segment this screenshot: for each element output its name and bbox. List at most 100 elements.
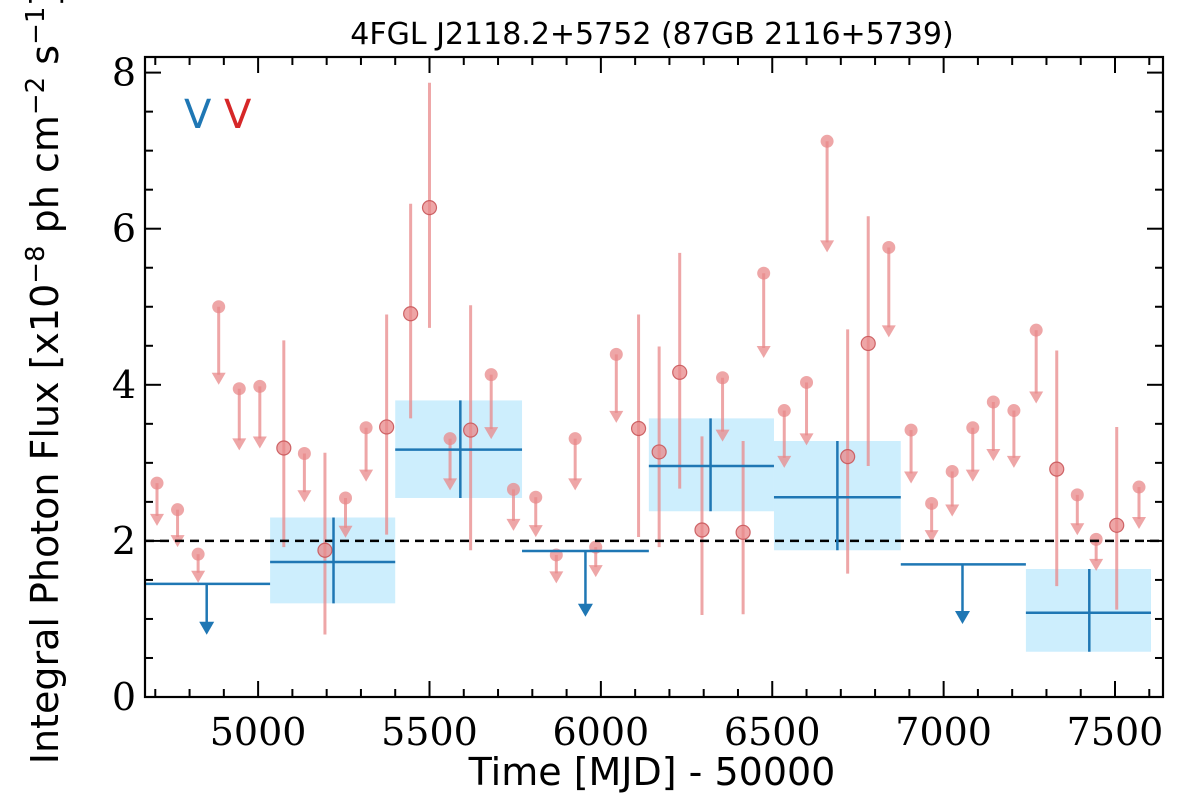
y-tick-label-3: 6: [112, 207, 136, 251]
fine-ul-arrow-42: [1029, 391, 1044, 404]
fine-ul-arrow-35: [881, 325, 896, 338]
fine-ul-arrow-5: [252, 436, 267, 449]
plot-area: 5000 5500 6000 6500 7000 7500 0 2 4 6 8: [112, 51, 1165, 754]
fine-ul-point-2: [191, 547, 205, 561]
fine-ul-arrow-16: [484, 427, 499, 440]
fine-point-34: [860, 335, 876, 352]
fine-ul-point-39: [966, 421, 980, 435]
plot-frame: [143, 55, 1165, 699]
fine-ul-point-22: [609, 347, 623, 361]
fine-ul-arrow-38: [945, 504, 960, 517]
fine-ul-arrow-18: [528, 525, 543, 538]
fine-ul-point-42: [1029, 323, 1043, 337]
fine-point-12: [403, 306, 419, 322]
fine-ul-arrow-21: [588, 565, 603, 578]
fine-ul-point-40: [986, 395, 1000, 409]
fine-ul-point-9: [339, 491, 353, 505]
y-axis-label-base: Integral Photon Flux [x10: [23, 284, 67, 765]
fine-point-25: [672, 364, 688, 380]
fine-ul-arrow-19: [549, 571, 564, 584]
chart-title: 4FGL J2118.2+5752 (87GB 2116+5739): [350, 17, 953, 52]
fine-ul-arrow-41: [1006, 455, 1021, 468]
fine-ul-arrow-17: [506, 518, 521, 531]
fine-ul-point-31: [800, 375, 814, 389]
fine-ul-arrow-47: [1132, 517, 1147, 530]
fine-ul-arrow-39: [965, 469, 980, 482]
fine-ul-point-10: [359, 421, 373, 435]
fine-point-24: [651, 444, 667, 460]
fine-ul-point-18: [529, 490, 543, 504]
fine-ul-point-3: [212, 300, 226, 314]
fine-point-33: [840, 449, 856, 465]
fine-ul-point-17: [506, 482, 520, 496]
fine-ul-point-1: [171, 503, 185, 517]
fine-ul-arrow-7: [297, 490, 312, 503]
coarse-ul-arrow-0: [199, 621, 215, 635]
fine-ul-arrow-37: [924, 530, 939, 543]
y-axis-label-mid2: s: [23, 45, 67, 77]
legend-entry-0: V: [184, 92, 212, 138]
y-tick-label-1: 2: [112, 519, 136, 563]
fine-ul-arrow-3: [211, 372, 226, 385]
fine-ul-point-32: [820, 134, 834, 148]
y-tick-label-2: 4: [112, 363, 136, 407]
y-axis-label-exp1: −8: [21, 245, 51, 283]
x-axis-label: Time [MJD] - 50000: [468, 750, 836, 794]
x-tick-label-5: 7500: [1067, 710, 1164, 754]
fine-ul-arrow-30: [777, 455, 792, 468]
fine-point-15: [463, 422, 479, 438]
fine-ul-arrow-40: [986, 448, 1001, 461]
fine-ul-arrow-32: [820, 240, 835, 253]
fine-ul-point-47: [1132, 480, 1146, 494]
legend-entry-1: V: [224, 92, 252, 138]
x-tick-label-0: 5000: [210, 710, 307, 754]
fine-ul-point-29: [757, 266, 771, 280]
fine-point-6: [276, 440, 292, 456]
x-tick-label-4: 7000: [895, 710, 992, 754]
fine-ul-arrow-29: [756, 345, 771, 358]
fine-point-43: [1049, 461, 1065, 477]
coarse-ul-arrow-3: [577, 603, 593, 617]
fine-ul-point-5: [253, 379, 267, 393]
fine-ul-arrow-14: [443, 478, 458, 491]
y-axis-label-end: ]: [23, 0, 67, 7]
fine-point-13: [421, 200, 438, 216]
fine-ul-point-0: [150, 476, 164, 490]
y-axis-label-exp2: −2: [21, 77, 51, 115]
fine-ul-point-7: [297, 446, 311, 460]
fine-ul-point-45: [1089, 532, 1103, 546]
fine-ul-point-35: [882, 240, 896, 254]
fine-ul-point-16: [484, 368, 498, 382]
fine-ul-point-36: [904, 423, 918, 437]
y-axis-label: Integral Photon Flux [x10−8 ph cm−2 s−1]: [21, 0, 67, 764]
x-tick-label-2: 6000: [553, 710, 650, 754]
fine-ul-point-4: [232, 382, 246, 396]
fine-point-26: [694, 522, 710, 538]
fine-point-11: [379, 419, 395, 435]
fine-ul-arrow-2: [191, 570, 206, 583]
fine-ul-point-14: [443, 432, 457, 446]
y-tick-label-4: 8: [112, 51, 136, 95]
fine-ul-arrow-20: [568, 478, 583, 491]
x-tick-label-1: 5500: [381, 710, 478, 754]
y-axis-label-exp3: −1: [21, 7, 51, 45]
coarse-ul-arrow-6: [954, 611, 970, 625]
fine-ul-point-20: [568, 432, 582, 446]
y-tick-label-0: 0: [112, 675, 136, 719]
fine-ul-point-27: [716, 371, 730, 385]
fine-ul-arrow-45: [1089, 558, 1104, 571]
fine-point-8: [317, 542, 333, 558]
fine-ul-point-41: [1007, 404, 1021, 418]
fine-ul-point-37: [925, 496, 939, 510]
fine-ul-point-38: [945, 464, 959, 478]
fine-ul-arrow-10: [359, 469, 374, 482]
x-tick-label-3: 6500: [724, 710, 821, 754]
fine-ul-point-44: [1070, 488, 1084, 502]
fine-ul-arrow-0: [149, 513, 164, 526]
fine-ul-arrow-31: [799, 433, 814, 446]
fine-ul-arrow-22: [609, 410, 624, 423]
y-axis-label-mid: ph cm: [23, 115, 67, 245]
fine-ul-arrow-4: [232, 438, 247, 451]
fine-ul-point-30: [777, 404, 791, 418]
